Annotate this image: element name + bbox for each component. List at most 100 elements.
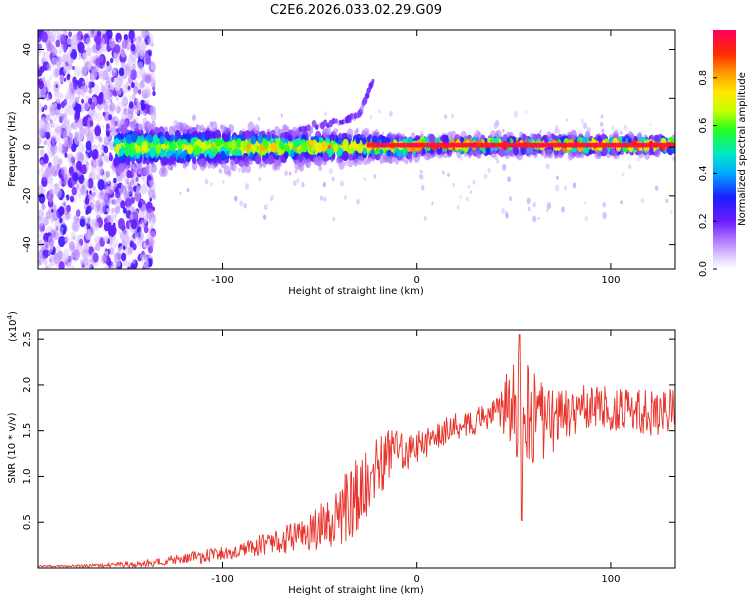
- spectrogram-point: [132, 243, 137, 251]
- spectrogram-point: [628, 137, 632, 144]
- spectrogram-point: [63, 47, 67, 53]
- spectrogram-point: [121, 50, 126, 58]
- spectrogram-point: [243, 156, 251, 167]
- spectrogram-point: [80, 145, 86, 153]
- spectrogram-point: [48, 238, 54, 247]
- spectrogram-point: [546, 202, 552, 210]
- spectrogram-point: [69, 195, 75, 203]
- spectrogram-point: [372, 135, 377, 144]
- spectrogram-point: [533, 150, 538, 159]
- spectrogram-point: [667, 142, 671, 148]
- spectrogram-point: [555, 142, 559, 148]
- spectrogram-point: [85, 37, 92, 47]
- spectrogram-point: [191, 161, 198, 171]
- spectrogram-point: [123, 107, 128, 115]
- spectrogram-point: [590, 142, 594, 148]
- spectrogram-point: [53, 253, 61, 264]
- spectrogram-point: [518, 142, 522, 148]
- spectrogram-point: [555, 184, 560, 192]
- spectrogram-point: [447, 172, 450, 177]
- spectrogram-point: [536, 142, 540, 148]
- spectrogram-point: [311, 146, 314, 152]
- spectrogram-point: [221, 125, 227, 134]
- spectrogram-point: [584, 215, 589, 222]
- spectrogram-point: [59, 217, 63, 224]
- spectrogram-point: [109, 141, 115, 151]
- spectrogram-point: [572, 182, 577, 189]
- spectrogram-point: [104, 264, 109, 269]
- spectrogram-point: [154, 126, 158, 132]
- spectrogram-point: [424, 142, 428, 148]
- colorbar: 0.0 0.2 0.4 0.6 0.8 Normalized spectral ampl…: [698, 30, 748, 277]
- snr-y-tick-label: 0.5: [22, 514, 33, 530]
- spectrogram-point: [643, 142, 648, 148]
- spectrogram-point: [420, 169, 423, 174]
- spectrogram-point: [445, 142, 449, 148]
- spectrogram-point: [450, 142, 454, 148]
- spectrogram-point: [54, 123, 59, 132]
- spectrogram-point: [137, 61, 144, 71]
- spectrogram-point: [149, 147, 156, 159]
- spectrogram-point: [315, 124, 319, 130]
- spectrogram-point: [353, 153, 357, 159]
- spectrogram-point: [442, 170, 445, 175]
- spectrogram-point: [371, 142, 375, 148]
- spectrogram-point: [653, 142, 657, 148]
- spectrogram-point: [113, 157, 119, 167]
- spectrogram-point: [646, 142, 650, 148]
- spectrogram-point: [600, 121, 604, 128]
- spectrogram-point: [60, 39, 67, 50]
- spectrogram-point: [164, 131, 170, 140]
- spectrogram-point: [109, 224, 117, 236]
- spectrogram-point: [214, 147, 219, 155]
- spectrogram-point: [583, 122, 587, 129]
- spectrogram-point: [309, 126, 313, 131]
- spectrogram-point: [82, 80, 85, 85]
- spectrogram-point: [150, 78, 157, 88]
- spectrogram-point: [507, 176, 511, 183]
- spectrogram-point: [410, 142, 414, 148]
- spectrogram-point: [125, 134, 132, 145]
- spectrogram-point: [556, 175, 559, 180]
- spectrogram-point: [38, 169, 41, 176]
- spectrogram-point: [210, 144, 216, 152]
- spectrogram-point: [532, 202, 536, 208]
- spectrogram-point: [443, 142, 447, 148]
- svg-text:(x104): (x104): [6, 311, 19, 342]
- spectrogram-point: [321, 128, 327, 137]
- spectrogram-point: [504, 142, 508, 148]
- spectrogram-point: [92, 252, 99, 263]
- spectrogram-point: [547, 148, 554, 159]
- spectrogram-point: [113, 257, 117, 263]
- spectrogram-point: [38, 137, 42, 145]
- spectrogram-point: [49, 120, 55, 129]
- spectrogram-point: [539, 129, 542, 134]
- spectrogram-point: [131, 63, 136, 71]
- spectrogram-point: [169, 155, 175, 165]
- spectrogram-point: [101, 124, 105, 130]
- spectrogram-point: [55, 84, 58, 89]
- spectrogram-point: [475, 130, 481, 139]
- spectrogram-point: [480, 142, 484, 148]
- spectrogram-point: [331, 176, 335, 182]
- spectrogram-point: [133, 190, 141, 202]
- spectrogram-point: [389, 155, 395, 164]
- spectrogram-point: [510, 142, 515, 148]
- spectrogram-point: [69, 265, 75, 269]
- spectrogram-point: [231, 139, 237, 148]
- spectrogram-point: [75, 103, 82, 114]
- spectrogram-point: [45, 244, 48, 249]
- spectrogram-point: [148, 247, 152, 253]
- spectrogram-point: [52, 210, 59, 222]
- spectrogram-point: [126, 169, 132, 179]
- spectrogram-point: [50, 229, 57, 238]
- spectrogram-point: [64, 235, 70, 244]
- spectrogram-point: [94, 221, 99, 228]
- spectrogram-point: [245, 164, 251, 174]
- spectrogram-point: [67, 153, 75, 164]
- spectrogram-point: [113, 177, 117, 184]
- spectrogram-point: [316, 156, 323, 167]
- spectrogram-point: [115, 205, 121, 214]
- spectrogram-point: [60, 101, 65, 109]
- spectrogram-point: [379, 148, 384, 156]
